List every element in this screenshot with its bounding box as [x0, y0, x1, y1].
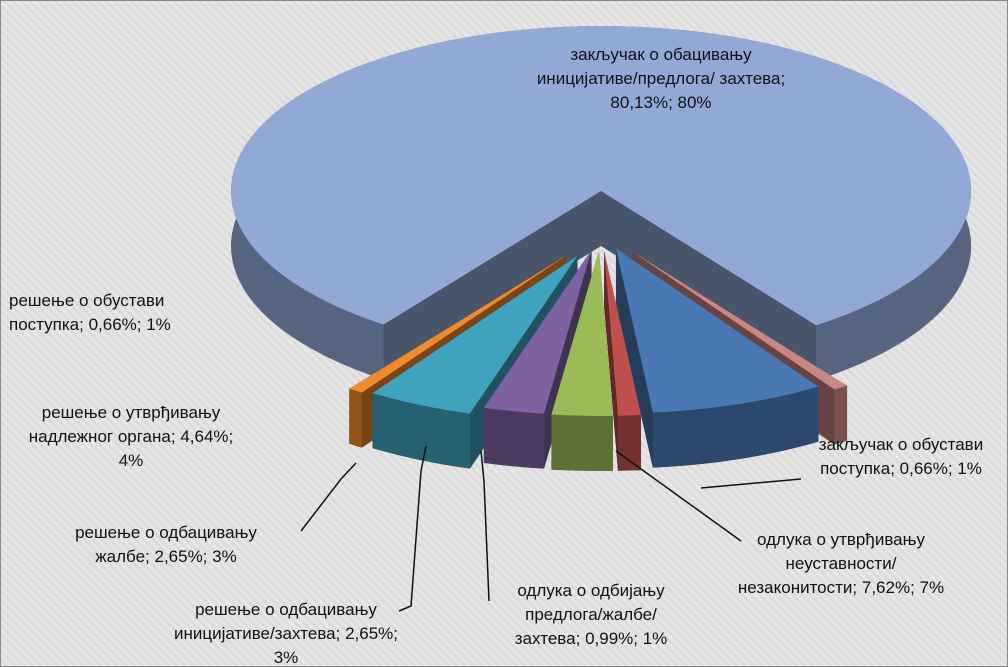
- label-name: закључак о обацивању иницијативе/предлог…: [536, 45, 781, 88]
- slice: [551, 250, 613, 416]
- label-separator: ;: [852, 578, 862, 597]
- label-name: решење о одбацивању иницијативе/захтева: [173, 600, 377, 643]
- slice-group: [551, 250, 613, 471]
- label-name: решење о одбацивању жалбе: [75, 523, 257, 566]
- slice-group: [231, 26, 972, 381]
- slice-wall: [834, 385, 848, 445]
- label-separator: ;: [575, 629, 586, 648]
- slice-wall: [231, 26, 972, 381]
- label-separator: ;: [79, 315, 89, 334]
- slice: [231, 26, 972, 326]
- label-value: 2,65%; 3%: [154, 547, 237, 566]
- label-separator: ;: [780, 69, 786, 88]
- slice-label: решење о утврђивању надлежног органа; 4,…: [26, 401, 236, 473]
- label-value: 2,65%; 3%: [273, 624, 399, 667]
- label-separator: ;: [890, 459, 900, 478]
- slice-wall: [349, 388, 362, 448]
- label-value: 80,13%; 80%: [610, 93, 712, 112]
- slice-side: [383, 191, 602, 380]
- label-separator: ;: [335, 624, 346, 643]
- label-separator: ;: [170, 427, 181, 446]
- slice-wall: [483, 407, 545, 469]
- slice-side: [615, 248, 653, 468]
- slice: [604, 250, 641, 416]
- slice-label: одлука о одбијању предлога/жалбе/ захтев…: [491, 579, 691, 651]
- slice-wall: [551, 414, 613, 471]
- slice: [483, 249, 592, 414]
- slice-side: [604, 250, 619, 471]
- leader-line: [398, 445, 427, 612]
- slice: [372, 255, 578, 414]
- label-value: 4,64%; 4%: [118, 427, 234, 470]
- label-name: закључак о обустави поступка: [818, 435, 984, 478]
- leader-line: [300, 462, 357, 532]
- slice-label: решење о одбацивању жалбе; 2,65%; 3%: [61, 521, 271, 569]
- label-value: 7,62%; 7%: [861, 578, 945, 597]
- leader-line: [615, 450, 742, 542]
- label-name: решење о обустави поступка: [9, 291, 165, 334]
- leader-line: [480, 450, 490, 602]
- label-value: 0,66%; 1%: [88, 315, 171, 334]
- slice-label: одлука о утврђивању неуставности/ незако…: [736, 528, 946, 600]
- label-name: решење о утврђивању надлежног органа: [28, 403, 221, 446]
- slice-label: закључак о обустави поступка; 0,66%; 1%: [801, 433, 1001, 481]
- label-value: 0,66%; 1%: [899, 459, 982, 478]
- label-name: одлука о одбијању предлога/жалбе/ захтев…: [514, 581, 665, 648]
- leader-line: [700, 478, 802, 489]
- label-separator: ;: [145, 547, 155, 566]
- slice-wall: [652, 386, 819, 468]
- slice: [349, 255, 567, 393]
- slice: [632, 251, 848, 390]
- slice-label: решење о обустави поступка; 0,66%; 1%: [9, 289, 239, 337]
- slice-wall: [618, 415, 641, 471]
- slice-label: закључак о обацивању иницијативе/предлог…: [531, 43, 791, 115]
- slice: [615, 248, 819, 413]
- slice-group: [615, 248, 819, 468]
- slice-wall: [372, 393, 470, 469]
- label-value: 0,99%; 1%: [585, 629, 668, 648]
- label-name: одлука о утврђивању неуставности/ незако…: [737, 530, 925, 597]
- slice-label: решење о одбацивању иницијативе/захтева;…: [161, 598, 411, 667]
